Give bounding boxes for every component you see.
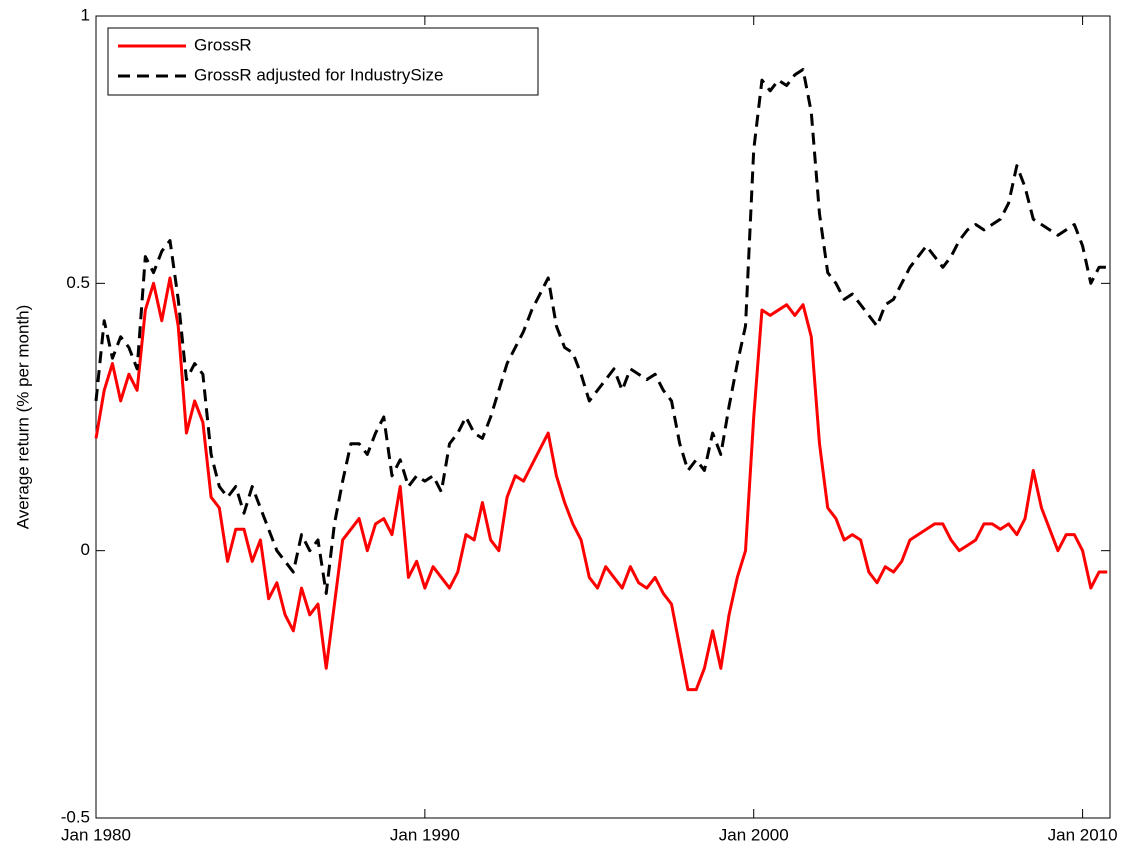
y-tick-label: 0.5 (66, 273, 90, 292)
y-tick-label: -0.5 (61, 807, 90, 826)
legend-label: GrossR adjusted for IndustrySize (194, 65, 443, 84)
x-tick-label: Jan 1980 (61, 825, 131, 844)
x-tick-label: Jan 2010 (1048, 825, 1118, 844)
plot-frame (95, 15, 1111, 819)
y-tick-label: 0 (81, 540, 90, 559)
x-tick-label: Jan 1990 (390, 825, 460, 844)
series-line (94, 67, 1108, 595)
series-line (94, 276, 1108, 692)
legend-box (107, 27, 539, 96)
x-tick-label: Jan 2000 (719, 825, 789, 844)
y-tick-label: 1 (81, 5, 90, 24)
legend-label: GrossR (194, 35, 252, 54)
y-axis-label: Average return (% per month) (13, 305, 32, 530)
